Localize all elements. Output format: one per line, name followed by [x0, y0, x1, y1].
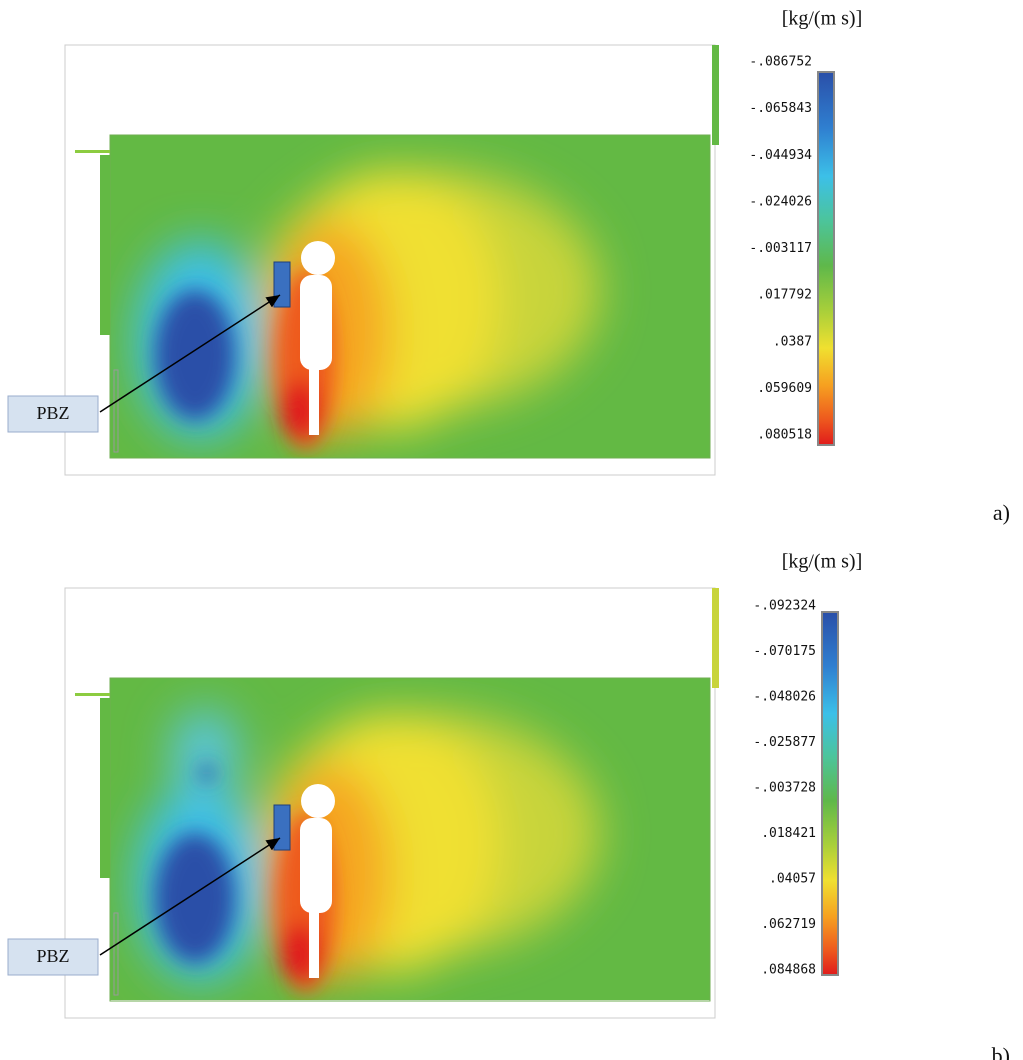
- colorbar-tick-label: -.044934: [749, 148, 812, 163]
- legs: [309, 908, 319, 978]
- domain-frame: [64, 44, 716, 476]
- blob: [199, 765, 215, 781]
- blob: [155, 290, 235, 420]
- wall: [100, 698, 110, 878]
- inlet: [75, 150, 110, 153]
- wall: [100, 155, 110, 335]
- colorbar-tick-label: .080518: [757, 428, 812, 443]
- pbz-label: PBZ: [36, 403, 69, 423]
- panel-tag: b): [992, 1043, 1010, 1060]
- sampler: [273, 804, 291, 851]
- legs: [309, 365, 319, 435]
- unit-label: [kg/(m s)]: [782, 551, 863, 573]
- colorbar-tick-label: -.065843: [749, 101, 812, 116]
- torso: [300, 818, 332, 913]
- torso: [300, 275, 332, 370]
- pbz-box: [7, 395, 99, 433]
- colorbar-tick-label: .018421: [761, 826, 816, 841]
- pbz-box: [7, 938, 99, 976]
- colorbar-tick-label: .0387: [773, 334, 812, 349]
- colorbar-tick-label: .062719: [761, 917, 816, 932]
- outlet: [712, 45, 719, 145]
- colorbar-tick-label: -.024026: [749, 194, 812, 209]
- inlet: [75, 693, 110, 696]
- vent: [113, 369, 119, 453]
- colorbar-tick-label: -.048026: [753, 690, 816, 705]
- head: [301, 241, 335, 275]
- colorbar-tick-label: .059609: [757, 381, 812, 396]
- pbz-arrow: [99, 294, 281, 413]
- pbz-label: PBZ: [36, 946, 69, 966]
- unit-label: [kg/(m s)]: [782, 8, 863, 30]
- panel-tag: a): [993, 500, 1010, 525]
- colorbar-tick-label: -.070175: [753, 644, 816, 659]
- colorbar: [821, 611, 839, 976]
- vent: [113, 912, 119, 996]
- colorbar-tick-label: .017792: [757, 288, 812, 303]
- sampler: [273, 261, 291, 308]
- colorbar-tick-label: -.086752: [749, 55, 812, 70]
- colorbar-tick-label: .084868: [761, 963, 816, 978]
- colorbar-tick-label: .04057: [769, 872, 816, 887]
- colorbar: [817, 71, 835, 446]
- colorbar-tick-label: -.092324: [753, 599, 816, 614]
- outlet: [712, 588, 719, 688]
- blob: [155, 833, 235, 963]
- blobs: [135, 170, 600, 440]
- head: [301, 784, 335, 818]
- pbz-arrow: [99, 837, 281, 956]
- contour-field: [110, 678, 710, 1000]
- domain-frame: [64, 587, 716, 1019]
- colorbar-tick-label: -.003728: [753, 781, 816, 796]
- contour-field: [110, 135, 710, 458]
- colorbar-tick-label: -.025877: [753, 735, 816, 750]
- colorbar-tick-label: -.003117: [749, 241, 812, 256]
- blob: [170, 708, 240, 798]
